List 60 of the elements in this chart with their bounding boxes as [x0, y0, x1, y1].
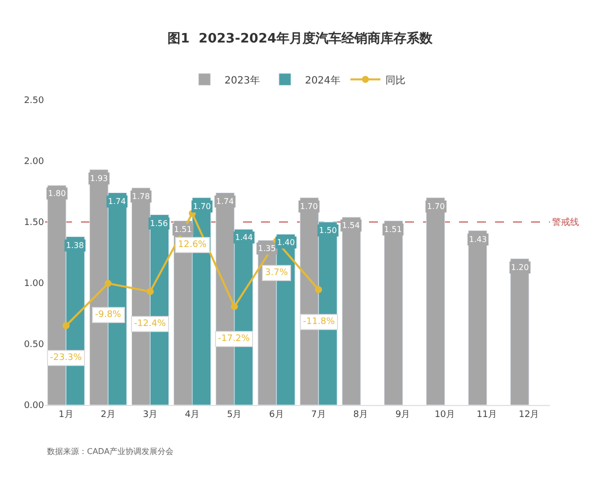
x-tick-label: 12月	[518, 410, 540, 420]
source-note: 数据来源：CADA产业协调发展分会	[47, 447, 174, 456]
data-label: 1.78	[132, 192, 150, 201]
data-label: 1.80	[48, 189, 66, 198]
y-tick-label: 2.50	[24, 96, 44, 106]
bar	[342, 216, 361, 405]
data-label: 1.70	[193, 202, 211, 211]
point	[104, 280, 112, 287]
y-tick-label: 0.50	[24, 340, 44, 350]
bar	[468, 230, 488, 405]
x-tick-label: 9月	[395, 410, 410, 420]
x-tick-label: 7月	[311, 410, 326, 420]
data-label: 1.54	[342, 221, 360, 230]
bar	[384, 220, 403, 405]
x-tick-label: 8月	[353, 410, 368, 420]
point	[62, 322, 70, 330]
data-label: 1.74	[108, 197, 126, 206]
legend-label: 同比	[385, 74, 406, 86]
data-label: -23.3%	[50, 353, 82, 363]
y-tick-label: 1.50	[24, 218, 44, 228]
data-label: 1.35	[258, 244, 276, 253]
x-tick-label: 5月	[227, 410, 242, 420]
data-label: 1.50	[319, 226, 337, 235]
data-label: 1.40	[277, 238, 295, 247]
data-label: -9.8%	[95, 310, 122, 320]
x-tick-label: 2月	[100, 410, 116, 420]
x-tick-label: 1月	[58, 410, 74, 420]
data-label: 1.44	[235, 233, 253, 242]
data-label: 1.70	[300, 202, 318, 211]
bar	[426, 197, 446, 405]
data-label: 1.38	[66, 241, 84, 250]
x-tick-label: 11月	[476, 410, 498, 420]
x-tick-label: 10月	[434, 410, 456, 420]
data-label: -11.8%	[303, 317, 336, 327]
point	[315, 286, 322, 294]
legend-label: 2023年	[224, 74, 260, 86]
data-label: 3.7%	[265, 268, 288, 278]
data-label: -17.2%	[218, 334, 250, 344]
chart-title: 图1 2023-2024年月度汽车经销商库存系数	[168, 30, 434, 47]
data-label: 1.51	[174, 225, 192, 234]
data-label: 1.51	[384, 225, 402, 234]
x-tick-label: 3月	[142, 410, 158, 420]
data-label: 1.43	[469, 235, 487, 244]
ref-line-label: 警戒线	[552, 217, 579, 228]
data-label: -12.4%	[134, 319, 166, 329]
y-tick-label: 1.00	[24, 279, 44, 290]
data-label: 12.6%	[178, 240, 208, 250]
point	[230, 303, 238, 310]
data-label: 1.74	[216, 197, 234, 206]
data-label: 1.20	[511, 263, 529, 272]
data-label: 1.56	[150, 219, 168, 228]
data-label: 1.70	[427, 202, 445, 211]
x-tick-label: 4月	[184, 410, 200, 420]
y-tick-label: 2.00	[24, 157, 44, 168]
legend-label: 2024年	[304, 74, 340, 86]
bar	[510, 258, 530, 405]
data-label: 1.93	[90, 174, 108, 183]
y-tick-label: 0.00	[24, 401, 44, 412]
point	[146, 288, 154, 296]
x-tick-label: 6月	[269, 410, 284, 420]
